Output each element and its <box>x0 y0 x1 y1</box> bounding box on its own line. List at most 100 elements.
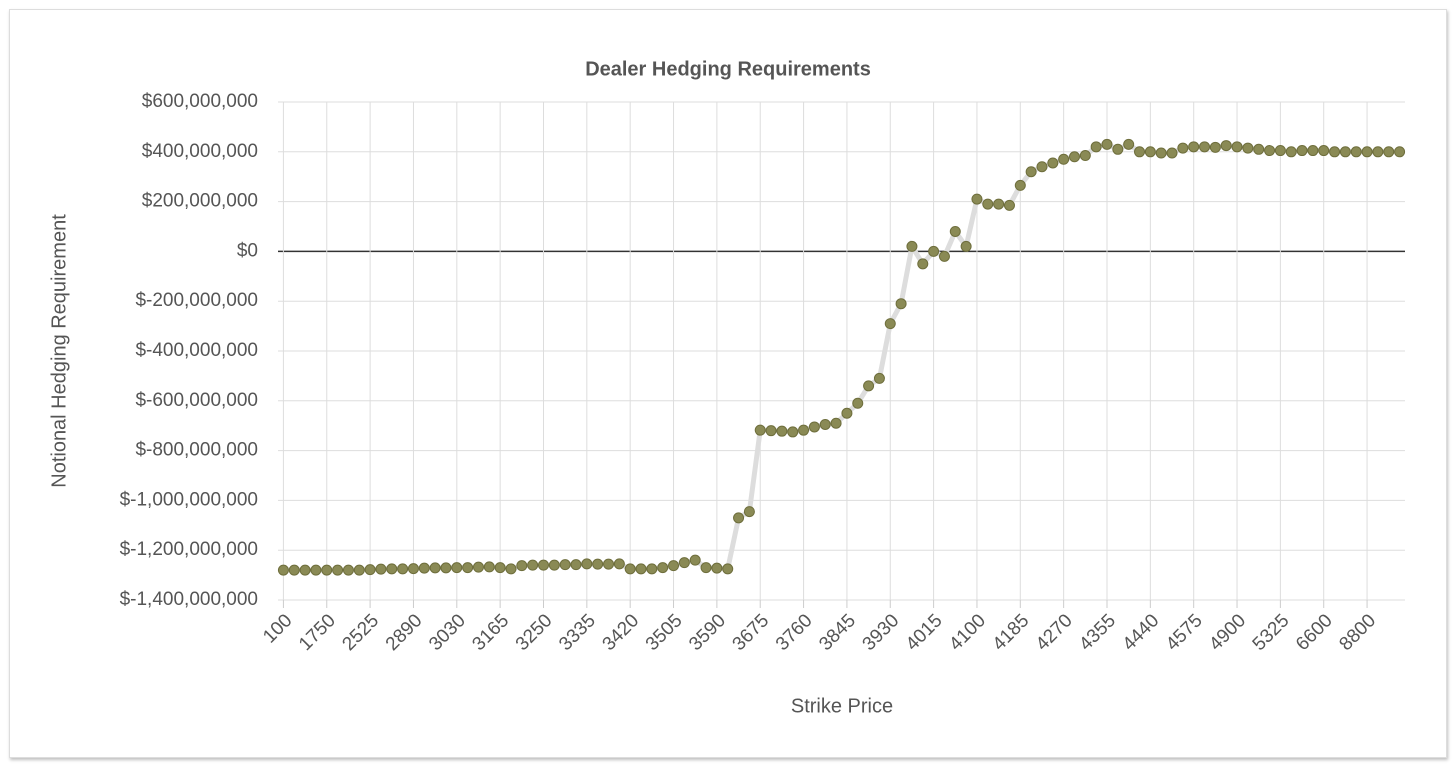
data-point <box>1090 141 1102 153</box>
data-point <box>353 564 365 576</box>
y-tick-label: $-1,400,000,000 <box>120 589 258 610</box>
x-tick-label: 4575 <box>1162 610 1207 655</box>
y-tick-label: $-200,000,000 <box>135 290 258 311</box>
y-tick-label: $0 <box>237 240 258 261</box>
data-point <box>332 564 344 576</box>
data-point <box>1329 146 1341 158</box>
x-tick-label: 3930 <box>859 610 904 655</box>
data-point <box>873 372 885 384</box>
x-tick-label: 100 <box>259 610 296 647</box>
data-point <box>375 563 387 575</box>
x-tick-label: 4270 <box>1032 610 1077 655</box>
x-axis-label: Strike Price <box>791 695 893 717</box>
data-point <box>1003 199 1015 211</box>
data-point <box>1188 141 1200 153</box>
y-tick-label: $-400,000,000 <box>135 340 258 361</box>
x-tick-label: 3760 <box>772 610 817 655</box>
x-tick-label: 3030 <box>425 610 470 655</box>
data-point <box>527 559 539 571</box>
data-point <box>1242 142 1254 154</box>
data-point <box>516 560 528 572</box>
x-tick-label: 4185 <box>989 610 1034 655</box>
data-point <box>1144 146 1156 158</box>
data-point <box>429 562 441 574</box>
x-tick-label: 3675 <box>729 610 774 655</box>
data-point <box>451 562 463 574</box>
x-tick-label: 4015 <box>902 610 947 655</box>
data-point <box>440 562 452 574</box>
data-point <box>722 563 734 575</box>
data-point <box>321 564 333 576</box>
data-point <box>689 554 701 566</box>
data-point <box>798 424 810 436</box>
x-tick-label: 5325 <box>1249 610 1294 655</box>
data-point <box>407 563 419 575</box>
data-point <box>1350 146 1362 158</box>
data-point <box>342 564 354 576</box>
data-point <box>1101 138 1113 150</box>
data-point <box>1199 141 1211 153</box>
data-point <box>906 240 918 252</box>
data-point <box>787 426 799 438</box>
data-point <box>1112 143 1124 155</box>
data-point <box>1383 146 1395 158</box>
y-tick-label: $400,000,000 <box>142 141 258 162</box>
data-point <box>1296 145 1308 157</box>
x-tick-label: 3250 <box>512 610 557 655</box>
data-point <box>668 560 680 572</box>
data-point <box>1068 151 1080 163</box>
x-tick-label: 8800 <box>1335 610 1380 655</box>
data-point <box>646 563 658 575</box>
data-point <box>917 258 929 270</box>
data-point <box>1014 179 1026 191</box>
data-point <box>537 559 549 571</box>
data-point <box>1047 157 1059 169</box>
data-point <box>971 193 983 205</box>
data-point <box>1274 145 1286 157</box>
data-point <box>559 559 571 571</box>
data-point <box>1394 146 1406 158</box>
data-point <box>386 563 398 575</box>
x-tick-label: 3505 <box>642 610 687 655</box>
x-tick-label: 3845 <box>815 610 860 655</box>
data-point <box>895 298 907 310</box>
data-point <box>754 424 766 436</box>
data-point <box>808 421 820 433</box>
data-point <box>711 562 723 574</box>
data-point <box>505 563 517 575</box>
data-point <box>678 557 690 569</box>
data-point <box>776 425 788 437</box>
data-point <box>1134 146 1146 158</box>
data-point <box>1058 153 1070 165</box>
data-point <box>1209 141 1221 153</box>
data-point <box>884 318 896 330</box>
data-point <box>288 564 300 576</box>
data-point <box>830 417 842 429</box>
x-tick-label: 2525 <box>338 610 383 655</box>
data-point <box>949 225 961 237</box>
data-point <box>1177 142 1189 154</box>
data-point <box>1025 166 1037 178</box>
data-point <box>733 512 745 524</box>
data-point <box>700 562 712 574</box>
data-point <box>743 506 755 518</box>
y-tick-label: $-1,200,000,000 <box>120 539 258 560</box>
data-point <box>397 563 409 575</box>
data-point <box>841 407 853 419</box>
chart-title: Dealer Hedging Requirements <box>585 58 871 80</box>
x-tick-label: 1750 <box>295 610 340 655</box>
data-point <box>1166 147 1178 159</box>
data-point <box>299 564 311 576</box>
data-point <box>483 561 495 573</box>
data-point <box>938 250 950 262</box>
x-tick-label: 4440 <box>1119 610 1164 655</box>
x-tick-label: 3335 <box>555 610 600 655</box>
series-line <box>283 141 1400 573</box>
data-point <box>852 397 864 409</box>
data-point <box>603 558 615 570</box>
x-tick-label: 3590 <box>685 610 730 655</box>
data-point <box>418 562 430 574</box>
data-point <box>1318 145 1330 157</box>
data-point <box>1220 140 1232 152</box>
